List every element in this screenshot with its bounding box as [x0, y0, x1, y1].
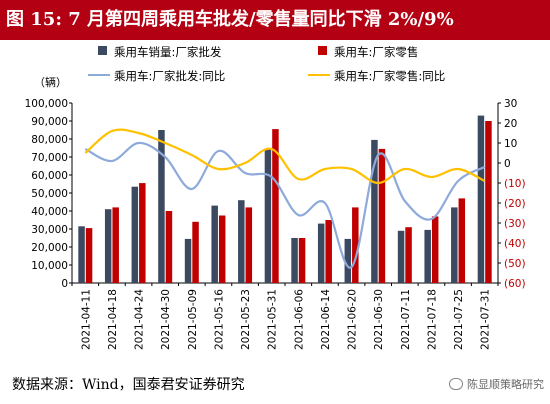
bar-retail — [325, 220, 332, 283]
y-left-tick-label: 80,000 — [31, 134, 68, 146]
x-tick-label: 2021-04-24 — [134, 289, 146, 350]
bar-retail — [485, 121, 492, 283]
legend-swatch-1 — [318, 46, 327, 55]
x-tick-label: 2021-07-18 — [426, 289, 438, 350]
bar-retail — [112, 207, 119, 283]
bar-wholesale — [184, 238, 192, 283]
y-left-tick-label: 70,000 — [31, 152, 68, 164]
bar-wholesale — [104, 209, 112, 283]
x-tick-label: 2021-05-16 — [213, 289, 225, 350]
bar-retail — [272, 129, 279, 283]
bar-wholesale — [424, 229, 431, 283]
bar-wholesale — [211, 205, 218, 283]
bar-retail — [192, 221, 199, 283]
bar-wholesale — [451, 207, 458, 283]
y-right-tick-label: (10) — [504, 178, 526, 190]
y-left-tick-label: 90,000 — [31, 116, 68, 128]
bar-wholesale — [78, 226, 85, 283]
legend-label-2: 乘用车:厂家批发:同比 — [114, 69, 225, 83]
line-wholesale-yoy — [84, 141, 486, 269]
x-tick-label: 2021-06-30 — [373, 289, 385, 350]
bar-retail — [458, 198, 466, 283]
y-right-tick-label: 30 — [504, 98, 517, 110]
y-left-tick-label: 20,000 — [31, 242, 68, 254]
y-left-tick-label: 30,000 — [31, 224, 68, 236]
bar-wholesale — [477, 115, 485, 283]
bar-retail — [165, 211, 173, 283]
y-right-tick-label: (30) — [504, 218, 526, 230]
bar-retail — [218, 215, 226, 283]
y-right-tick-label: (40) — [504, 238, 526, 250]
bar-retail — [352, 207, 359, 283]
bar-wholesale — [158, 130, 165, 283]
bar-retail — [139, 183, 146, 283]
x-tick-label: 2021-05-09 — [187, 289, 199, 350]
bar-wholesale — [371, 139, 378, 283]
bar-retail — [85, 228, 93, 283]
y-left-tick-label: 10,000 — [31, 260, 68, 272]
y-right-tick-label: 0 — [504, 158, 511, 170]
watermark-text: 陈显顺策略研究 — [467, 378, 544, 391]
bar-wholesale — [291, 238, 298, 283]
figure-title: 图 15: 7 月第四周乘用车批发/零售量同比下滑 2%/9% — [0, 0, 550, 40]
x-tick-label: 2021-04-11 — [80, 289, 92, 350]
source-note: 数据来源：Wind，国泰君安证券研究 — [12, 377, 245, 393]
y-right-tick-label: 10 — [504, 138, 517, 150]
bar-wholesale — [264, 148, 272, 283]
x-tick-label: 2021-06-06 — [293, 289, 305, 350]
watermark: 陈显顺策略研究 — [449, 376, 544, 392]
y-right-tick-label: (60) — [504, 278, 526, 290]
legend-swatch-0 — [98, 46, 107, 55]
x-tick-label: 2021-07-25 — [453, 289, 465, 350]
x-tick-label: 2021-06-20 — [347, 289, 359, 350]
line-retail-yoy — [84, 128, 486, 185]
y-left-tick-label: 60,000 — [31, 170, 68, 182]
bar-retail — [405, 227, 412, 283]
bar-retail — [298, 238, 306, 283]
y-left-tick-label: 40,000 — [31, 206, 68, 218]
x-tick-label: 2021-07-11 — [400, 289, 412, 350]
y-right-tick-label: 20 — [504, 118, 517, 130]
y-left-unit-label: （辆） — [34, 75, 67, 89]
x-tick-label: 2021-07-31 — [480, 289, 492, 350]
y-right-tick-label: (20) — [504, 198, 526, 210]
bar-retail — [431, 216, 439, 283]
wechat-icon — [449, 378, 463, 390]
bar-wholesale — [131, 186, 139, 283]
y-left-tick-label: 50,000 — [31, 188, 68, 200]
bar-wholesale — [317, 223, 325, 283]
x-tick-label: 2021-06-14 — [320, 289, 332, 350]
x-tick-label: 2021-05-31 — [267, 289, 279, 350]
x-tick-label: 2021-04-18 — [107, 289, 119, 350]
y-left-tick-label: 0 — [61, 278, 68, 290]
y-left-tick-label: 100,000 — [25, 98, 68, 110]
legend-label-3: 乘用车:厂家零售:同比 — [334, 69, 445, 83]
legend-label-0: 乘用车销量:厂家批发 — [114, 45, 222, 59]
x-tick-label: 2021-04-30 — [160, 289, 172, 350]
legend-label-1: 乘用车:厂家零售 — [334, 45, 418, 59]
x-tick-label: 2021-05-23 — [240, 289, 252, 350]
bar-retail — [245, 207, 253, 283]
y-right-tick-label: (50) — [504, 258, 526, 270]
bar-retail — [378, 148, 386, 283]
bar-wholesale — [397, 230, 405, 283]
bar-wholesale — [344, 238, 352, 283]
bar-wholesale — [238, 200, 245, 283]
